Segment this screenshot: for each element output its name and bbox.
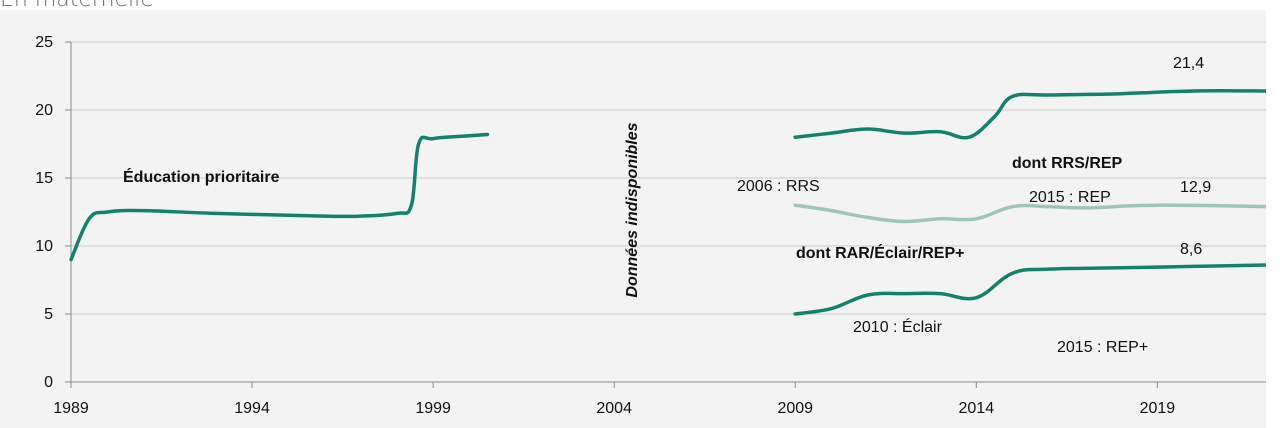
value-label-8-6: 8,6 — [1180, 241, 1202, 258]
line-chart: 0 5 10 15 20 25 1989 1994 1999 2004 2009 2014 2019 É… — [35, 34, 1266, 417]
value-label-12-9: 12,9 — [1180, 179, 1211, 196]
label-2015-rep: 2015 : REP — [1029, 189, 1111, 206]
y-tick-label: 0 — [44, 374, 53, 391]
series-line-dont-rrs-rep — [793, 203, 1266, 224]
label-donnees-indisponibles: Données indisponibles — [624, 122, 641, 297]
y-tick-label: 10 — [35, 238, 53, 255]
x-tick-label: 1989 — [53, 400, 89, 417]
series-line-education-prioritaire-seg2 — [793, 89, 1266, 140]
y-tick-label: 25 — [35, 34, 53, 51]
y-tick-label: 5 — [44, 306, 53, 323]
x-tick-label: 1994 — [234, 400, 270, 417]
x-tick-label: 2004 — [596, 400, 632, 417]
series-line-education-prioritaire-seg1 — [69, 132, 490, 262]
y-tick-label: 15 — [35, 170, 53, 187]
label-2015-rep-plus: 2015 : REP+ — [1057, 339, 1148, 356]
label-dont-rar-eclair-rep-plus: dont RAR/Éclair/REP+ — [796, 243, 964, 262]
series-lines — [69, 89, 1266, 316]
label-2006-rrs: 2006 : RRS — [737, 178, 820, 195]
gridlines — [71, 41, 1266, 315]
x-tick-label: 2019 — [1140, 400, 1176, 417]
axes: 0 5 10 15 20 25 1989 1994 1999 2004 2009 2014 2019 — [35, 34, 1266, 417]
y-tick-label: 20 — [35, 102, 53, 119]
label-2010-eclair: 2010 : Éclair — [853, 317, 943, 336]
annotations: Éducation prioritaire Données indisponibl… — [123, 55, 1211, 356]
chart-area: 0 5 10 15 20 25 1989 1994 1999 2004 2009 2014 2019 É… — [0, 10, 1266, 428]
series-line-dont-rar-eclair-rep — [793, 263, 1266, 316]
value-label-21-4: 21,4 — [1173, 55, 1204, 72]
label-education-prioritaire: Éducation prioritaire — [123, 167, 280, 186]
x-tick-label: 2009 — [777, 400, 813, 417]
label-dont-rrs-rep: dont RRS/REP — [1012, 155, 1123, 172]
x-tick-label: 2014 — [959, 400, 995, 417]
x-tick-label: 1999 — [415, 400, 451, 417]
chart-subtitle: En maternelle — [0, 0, 154, 12]
